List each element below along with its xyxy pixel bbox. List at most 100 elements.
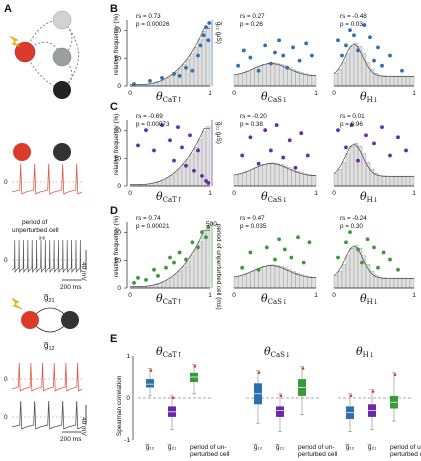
data-point	[269, 148, 273, 153]
theta-label: θH↓	[360, 292, 379, 306]
histogram-bar	[307, 174, 313, 187]
data-point	[289, 255, 294, 260]
data-point	[274, 123, 279, 127]
data-point	[168, 138, 172, 143]
p-value: p = 0.96	[340, 121, 363, 128]
histogram-bar	[381, 75, 387, 87]
data-point	[172, 71, 176, 76]
histogram-bar	[333, 173, 339, 187]
p-value: p = 0.00026	[136, 21, 170, 28]
data-point	[400, 68, 404, 73]
x-tick-1: 1	[412, 190, 416, 197]
x-tick-0: 0	[332, 190, 336, 197]
data-point	[380, 63, 384, 68]
histogram-bar	[341, 162, 347, 187]
spearman-rs: rs = -0.48	[340, 13, 367, 20]
histogram-bar	[405, 277, 411, 289]
panel-letter-d: D	[110, 205, 118, 217]
ylabel-relative-frequency: relative frequency (%)	[113, 216, 120, 277]
y-tick-label: 0	[117, 285, 121, 292]
histogram-bar	[377, 74, 383, 87]
zero-label-1: 0	[4, 179, 8, 186]
histogram-bar	[349, 45, 355, 87]
data-point	[291, 45, 295, 50]
data-point	[362, 23, 367, 27]
histogram-bar	[381, 277, 387, 289]
histogram-bar	[254, 269, 259, 289]
histogram-bar	[337, 271, 343, 289]
histogram-bar	[283, 267, 288, 289]
data-point	[396, 267, 400, 272]
data-point	[348, 28, 352, 33]
panel-letter-a: A	[4, 3, 12, 15]
data-point	[256, 68, 261, 73]
histogram-bar	[274, 163, 280, 187]
data-point	[164, 265, 168, 270]
histogram-bar	[283, 165, 288, 187]
x-tick-1: 1	[208, 190, 212, 197]
histogram-bar	[201, 31, 207, 87]
data-point	[404, 148, 408, 153]
x-tick-0: 0	[128, 190, 132, 197]
data-point	[376, 265, 380, 270]
data-point	[172, 260, 176, 265]
histogram-bar	[357, 145, 363, 187]
panel-letter-b: B	[110, 3, 118, 15]
p-value: p = 0.26	[240, 21, 263, 28]
histogram-bar	[365, 162, 371, 187]
data-point	[204, 235, 208, 240]
histogram-bar	[389, 277, 395, 289]
e-x-label: g̅₂₁	[167, 444, 177, 451]
x-tick-1: 1	[208, 292, 212, 299]
histogram-bar	[381, 175, 387, 187]
histogram-bar	[157, 181, 163, 187]
e-theta-label: θCaT↑	[156, 345, 183, 359]
e-x-label: period of un-perturbed cell	[390, 444, 421, 458]
histogram-panel: rs = -0.20p = 0.38 0 1 θCaS↓	[232, 113, 318, 204]
data-point	[206, 225, 211, 229]
boxplot-group: θH↓ g̅₁₂ g̅₂₁ period of un-perturbed cell	[338, 345, 421, 458]
panel-e-boxplots: Spearman correlation 1 0 -1 θCaT↑ g̅₁₂ g̅₂₁ per…	[116, 345, 421, 458]
p-value: p = 0.03	[340, 21, 363, 28]
histogram-bar	[409, 75, 415, 87]
boxplot-group: θCaS↓ g̅₁₂ g̅₂₁ period of un-perturbed cell	[246, 345, 338, 458]
right-axis-label: g̅₁₂ (μS)	[215, 22, 222, 44]
coupled-cell-red	[21, 311, 39, 329]
data-point	[356, 158, 360, 163]
e-y-tick: -1	[124, 437, 130, 444]
histogram-bar	[278, 266, 284, 289]
histogram-bar	[250, 271, 255, 289]
scale-ms-label: 200 ms	[60, 284, 82, 291]
data-point	[336, 128, 340, 133]
histogram-bar	[193, 147, 199, 187]
histogram-bar	[189, 255, 195, 289]
theta-label: θH↓	[360, 190, 379, 204]
p-value: p = 0.00021	[136, 223, 170, 230]
histogram-bar	[274, 63, 280, 87]
histogram-bar	[311, 277, 317, 289]
histogram-bar	[181, 164, 187, 187]
histogram-bar	[233, 74, 239, 87]
histogram-panel: rs = 0.74p = 0.00021 0 1 θCaT↑	[128, 215, 212, 306]
histogram-bar	[205, 26, 211, 87]
p-value: p = 0.38	[240, 121, 263, 128]
data-point	[381, 250, 386, 255]
histogram-bar	[254, 167, 259, 187]
histogram-bar	[205, 126, 211, 187]
data-point	[148, 79, 152, 83]
period-label-2: unperturbed cell	[12, 227, 59, 234]
histogram-bar	[193, 47, 199, 87]
histogram-bar	[365, 62, 371, 87]
theta-label: θCaS↓	[261, 292, 288, 306]
histogram-bar	[149, 285, 155, 289]
data-point	[176, 125, 180, 130]
histogram-panel: rs = 0.73p = 0.00026 0 1 θCaT↑	[128, 13, 212, 104]
data-point	[281, 53, 286, 58]
e-x-label: g̅₁₂	[145, 444, 154, 451]
data-point	[200, 173, 204, 178]
y-tick-label: 10	[114, 257, 122, 264]
histogram-bar	[177, 270, 183, 289]
